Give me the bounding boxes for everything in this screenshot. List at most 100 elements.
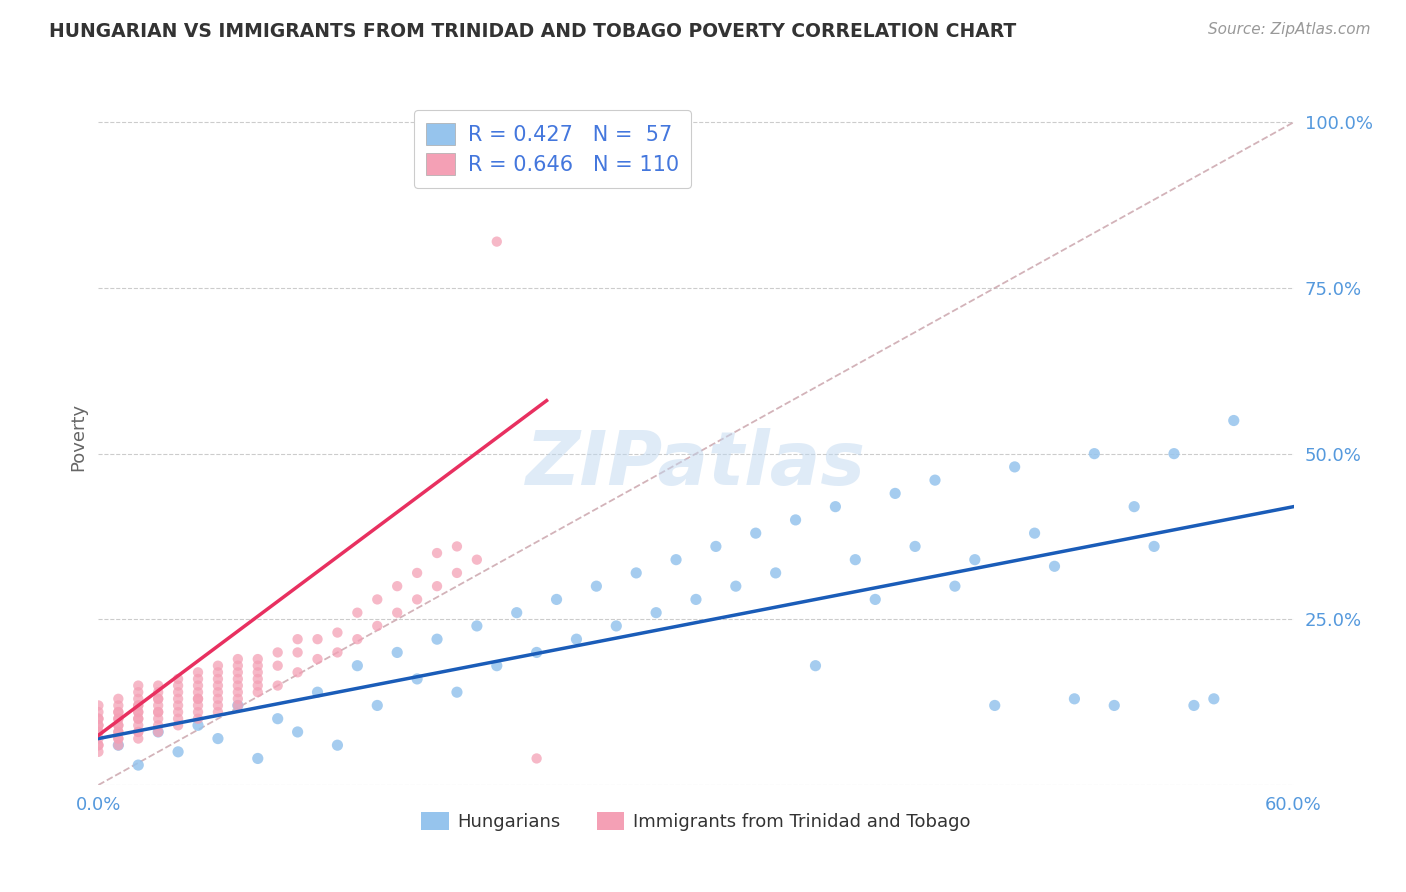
Point bbox=[426, 632, 449, 647]
Point bbox=[207, 691, 229, 706]
Point bbox=[107, 691, 129, 706]
Point bbox=[246, 665, 269, 680]
Point bbox=[626, 566, 648, 580]
Point bbox=[107, 731, 129, 746]
Point bbox=[565, 632, 588, 647]
Point bbox=[127, 725, 149, 739]
Point bbox=[465, 552, 488, 566]
Point bbox=[724, 579, 747, 593]
Point bbox=[167, 745, 190, 759]
Point bbox=[406, 592, 429, 607]
Point bbox=[107, 725, 129, 739]
Point bbox=[127, 705, 149, 719]
Point bbox=[246, 751, 269, 765]
Point bbox=[107, 738, 129, 752]
Point bbox=[326, 645, 349, 659]
Point bbox=[665, 552, 688, 566]
Point bbox=[326, 738, 349, 752]
Point bbox=[207, 685, 229, 699]
Point bbox=[307, 652, 329, 666]
Point bbox=[87, 725, 110, 739]
Point bbox=[924, 473, 946, 487]
Point bbox=[1163, 447, 1185, 461]
Point bbox=[246, 679, 269, 693]
Point bbox=[148, 691, 170, 706]
Legend: Hungarians, Immigrants from Trinidad and Tobago: Hungarians, Immigrants from Trinidad and… bbox=[415, 805, 977, 838]
Point bbox=[385, 645, 409, 659]
Point bbox=[207, 665, 229, 680]
Point bbox=[148, 718, 170, 732]
Point bbox=[167, 705, 190, 719]
Point bbox=[87, 705, 110, 719]
Point bbox=[167, 718, 190, 732]
Point bbox=[187, 665, 209, 680]
Point bbox=[187, 679, 209, 693]
Point bbox=[148, 705, 170, 719]
Point bbox=[207, 705, 229, 719]
Point bbox=[87, 745, 110, 759]
Point bbox=[446, 566, 468, 580]
Point bbox=[187, 691, 209, 706]
Point bbox=[127, 758, 149, 772]
Point bbox=[207, 679, 229, 693]
Point bbox=[385, 579, 409, 593]
Point bbox=[87, 718, 110, 732]
Point bbox=[167, 672, 190, 686]
Point bbox=[148, 725, 170, 739]
Point bbox=[127, 718, 149, 732]
Point bbox=[226, 698, 249, 713]
Point bbox=[167, 698, 190, 713]
Point bbox=[87, 731, 110, 746]
Point bbox=[127, 679, 149, 693]
Point bbox=[346, 632, 368, 647]
Point bbox=[1123, 500, 1146, 514]
Point bbox=[127, 712, 149, 726]
Point bbox=[127, 698, 149, 713]
Point bbox=[207, 698, 229, 713]
Point bbox=[187, 672, 209, 686]
Point bbox=[127, 705, 149, 719]
Point bbox=[87, 738, 110, 752]
Point bbox=[226, 672, 249, 686]
Point bbox=[526, 645, 548, 659]
Point bbox=[87, 738, 110, 752]
Point bbox=[207, 672, 229, 686]
Point bbox=[148, 705, 170, 719]
Point bbox=[246, 685, 269, 699]
Point bbox=[307, 685, 329, 699]
Point bbox=[605, 619, 627, 633]
Point bbox=[446, 540, 468, 554]
Point bbox=[446, 685, 468, 699]
Point bbox=[1223, 413, 1246, 427]
Point bbox=[127, 685, 149, 699]
Point bbox=[287, 665, 309, 680]
Point bbox=[1143, 540, 1166, 554]
Point bbox=[148, 691, 170, 706]
Point bbox=[267, 645, 290, 659]
Point bbox=[546, 592, 568, 607]
Point bbox=[107, 712, 129, 726]
Point bbox=[127, 691, 149, 706]
Point bbox=[765, 566, 787, 580]
Point bbox=[884, 486, 907, 500]
Point bbox=[107, 718, 129, 732]
Point bbox=[963, 552, 986, 566]
Point bbox=[167, 691, 190, 706]
Point bbox=[1104, 698, 1126, 713]
Point bbox=[167, 685, 190, 699]
Point bbox=[148, 679, 170, 693]
Point bbox=[267, 712, 290, 726]
Point bbox=[187, 712, 209, 726]
Point bbox=[148, 698, 170, 713]
Point bbox=[226, 665, 249, 680]
Point bbox=[287, 632, 309, 647]
Point bbox=[785, 513, 807, 527]
Point bbox=[943, 579, 966, 593]
Point bbox=[127, 698, 149, 713]
Point bbox=[1182, 698, 1205, 713]
Point bbox=[865, 592, 887, 607]
Point bbox=[207, 731, 229, 746]
Point bbox=[107, 712, 129, 726]
Point bbox=[148, 685, 170, 699]
Point bbox=[645, 606, 668, 620]
